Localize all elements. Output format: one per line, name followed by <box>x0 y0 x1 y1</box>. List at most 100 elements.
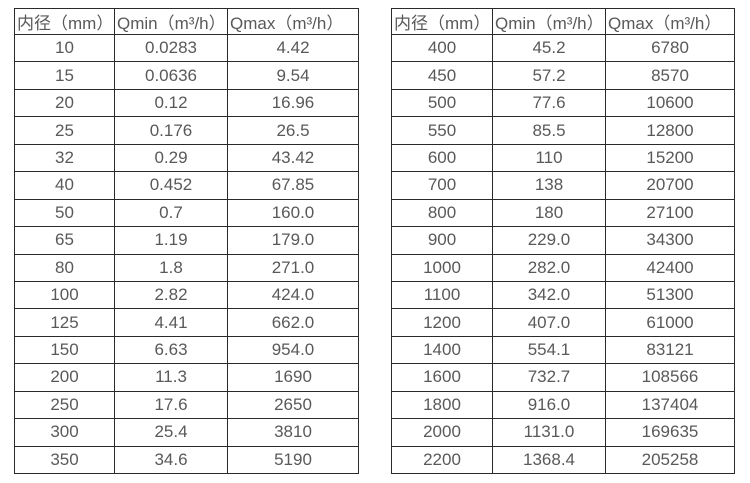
cell: 50 <box>14 198 115 228</box>
table-row: 1600 732.7 108566 <box>391 363 735 392</box>
cell: 32 <box>14 143 115 173</box>
column-header: Qmin（m³/h） <box>492 8 606 35</box>
table-row: 40 0.452 67.85 <box>14 171 359 200</box>
table-row: 350 34.6 5190 <box>14 445 359 475</box>
table-row: 65 1.19 179.0 <box>14 226 359 255</box>
cell: 400 <box>391 33 493 63</box>
cell: 350 <box>14 445 115 475</box>
cell: 554.1 <box>492 335 606 365</box>
table-row: 20 0.12 16.96 <box>14 88 359 118</box>
cell: 15 <box>14 61 115 90</box>
table-row: 700 138 20700 <box>391 171 735 200</box>
cell: 85.5 <box>492 116 606 145</box>
cell: 200 <box>14 363 115 392</box>
cell: 77.6 <box>492 88 606 118</box>
cell: 0.29 <box>114 143 228 173</box>
cell: 179.0 <box>227 226 359 255</box>
header-row: 内径（mm） Qmin（m³/h） Qmax（m³/h） <box>391 8 735 35</box>
cell: 45.2 <box>492 33 606 63</box>
cell: 916.0 <box>492 390 606 420</box>
column-header: 内径（mm） <box>14 8 115 35</box>
cell: 12800 <box>605 116 735 145</box>
table-row: 250 17.6 2650 <box>14 390 359 420</box>
cell: 550 <box>391 116 493 145</box>
cell: 40 <box>14 171 115 200</box>
table-row: 200 11.3 1690 <box>14 363 359 392</box>
cell: 1.19 <box>114 226 228 255</box>
cell: 900 <box>391 226 493 255</box>
cell: 342.0 <box>492 280 606 310</box>
cell: 42400 <box>605 253 735 282</box>
cell: 954.0 <box>227 335 359 365</box>
cell: 34.6 <box>114 445 228 475</box>
cell: 83121 <box>605 335 735 365</box>
cell: 160.0 <box>227 198 359 228</box>
table-row: 125 4.41 662.0 <box>14 308 359 337</box>
table-row: 2200 1368.4 205258 <box>391 445 735 475</box>
table-row: 1800 916.0 137404 <box>391 390 735 420</box>
cell: 229.0 <box>492 226 606 255</box>
cell: 0.7 <box>114 198 228 228</box>
cell: 25.4 <box>114 418 228 447</box>
cell: 450 <box>391 61 493 90</box>
column-header: Qmin（m³/h） <box>114 8 228 35</box>
table-row: 300 25.4 3810 <box>14 418 359 447</box>
column-header: 内径（mm） <box>391 8 493 35</box>
header-row: 内径（mm） Qmin（m³/h） Qmax（m³/h） <box>14 8 359 35</box>
cell: 2650 <box>227 390 359 420</box>
cell: 424.0 <box>227 280 359 310</box>
table-row: 25 0.176 26.5 <box>14 116 359 145</box>
cell: 600 <box>391 143 493 173</box>
cell: 0.0636 <box>114 61 228 90</box>
cell: 1800 <box>391 390 493 420</box>
cell: 34300 <box>605 226 735 255</box>
column-header: Qmax（m³/h） <box>605 8 735 35</box>
cell: 138 <box>492 171 606 200</box>
cell: 205258 <box>605 445 735 475</box>
cell: 1200 <box>391 308 493 337</box>
cell: 10600 <box>605 88 735 118</box>
cell: 282.0 <box>492 253 606 282</box>
cell: 17.6 <box>114 390 228 420</box>
cell: 100 <box>14 280 115 310</box>
cell: 1100 <box>391 280 493 310</box>
table-row: 50 0.7 160.0 <box>14 198 359 228</box>
cell: 180 <box>492 198 606 228</box>
table-row: 150 6.63 954.0 <box>14 335 359 365</box>
cell: 1400 <box>391 335 493 365</box>
cell: 9.54 <box>227 61 359 90</box>
flow-spec-table-small-diameters: 内径（mm） Qmin（m³/h） Qmax（m³/h） 10 0.0283 4.42 1… <box>14 8 359 475</box>
cell: 25 <box>14 116 115 145</box>
cell: 4.41 <box>114 308 228 337</box>
table-row: 550 85.5 12800 <box>391 116 735 145</box>
cell: 0.176 <box>114 116 228 145</box>
cell: 732.7 <box>492 363 606 392</box>
table-row: 900 229.0 34300 <box>391 226 735 255</box>
cell: 43.42 <box>227 143 359 173</box>
table-row: 400 45.2 6780 <box>391 33 735 63</box>
table-row: 800 180 27100 <box>391 198 735 228</box>
cell: 67.85 <box>227 171 359 200</box>
cell: 0.452 <box>114 171 228 200</box>
table-row: 10 0.0283 4.42 <box>14 33 359 63</box>
cell: 2200 <box>391 445 493 475</box>
cell: 662.0 <box>227 308 359 337</box>
cell: 6780 <box>605 33 735 63</box>
cell: 26.5 <box>227 116 359 145</box>
table-row: 1200 407.0 61000 <box>391 308 735 337</box>
cell: 11.3 <box>114 363 228 392</box>
cell: 1600 <box>391 363 493 392</box>
table-row: 450 57.2 8570 <box>391 61 735 90</box>
cell: 169635 <box>605 418 735 447</box>
table-row: 1100 342.0 51300 <box>391 280 735 310</box>
cell: 500 <box>391 88 493 118</box>
cell: 108566 <box>605 363 735 392</box>
cell: 250 <box>14 390 115 420</box>
cell: 4.42 <box>227 33 359 63</box>
table-row: 15 0.0636 9.54 <box>14 61 359 90</box>
cell: 61000 <box>605 308 735 337</box>
cell: 51300 <box>605 280 735 310</box>
cell: 1131.0 <box>492 418 606 447</box>
cell: 0.12 <box>114 88 228 118</box>
